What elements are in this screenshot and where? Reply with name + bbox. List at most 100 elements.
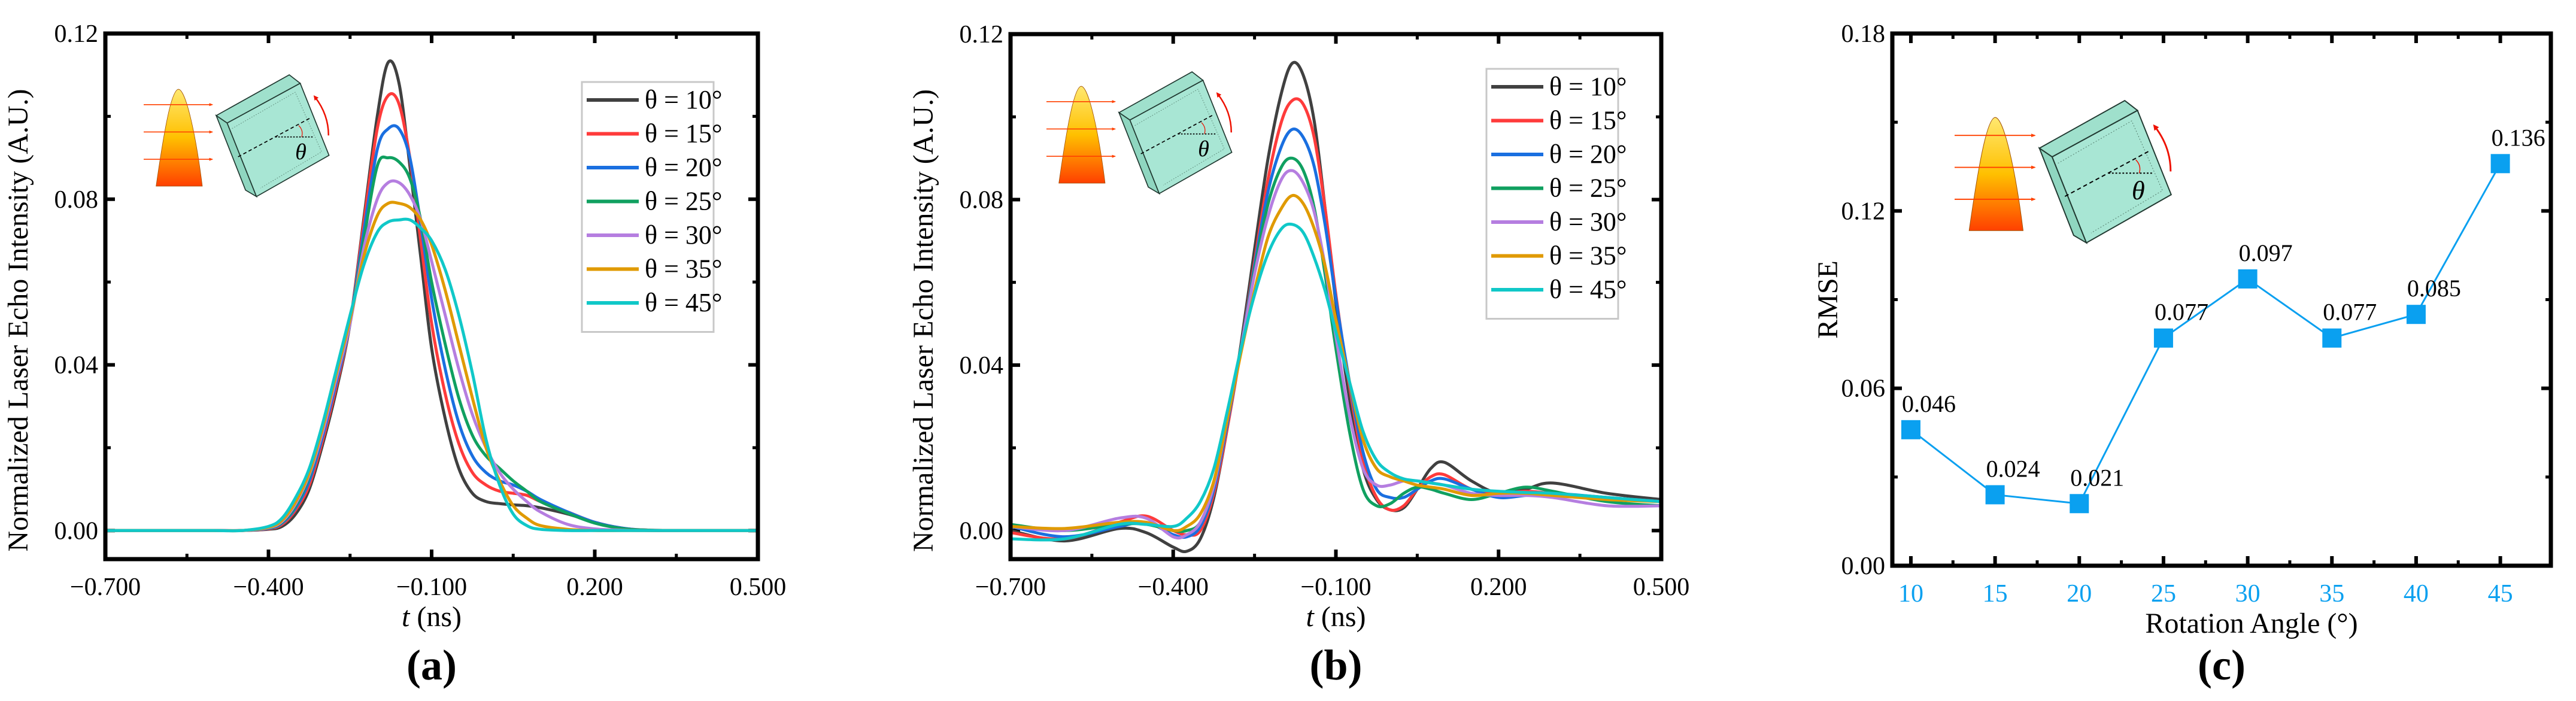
x-tick-label: −0.400 xyxy=(233,573,304,601)
rmse-marker xyxy=(1901,420,1920,439)
inset-diagram: θ xyxy=(144,74,330,198)
rotation-arrow-icon xyxy=(313,95,330,136)
legend-label: θ = 15° xyxy=(645,119,723,148)
x-tick-label: 0.500 xyxy=(1633,573,1690,601)
legend-label: θ = 35° xyxy=(645,254,723,284)
panel-label: (c) xyxy=(2198,641,2246,689)
y-tick-label: 0.00 xyxy=(54,517,99,545)
legend-label: θ = 20° xyxy=(1549,139,1627,169)
legend-label: θ = 10° xyxy=(645,85,723,114)
rmse-marker xyxy=(2490,154,2510,174)
x-tick-label: 20 xyxy=(2067,580,2092,608)
crystal-axis-line xyxy=(1140,114,1213,154)
x-tick-label: 35 xyxy=(2319,580,2344,608)
laser-beam-profile xyxy=(1968,117,2024,231)
y-tick-label: 0.12 xyxy=(960,21,1004,48)
y-axis-title: RMSE xyxy=(1812,260,1844,339)
crystal-front-face xyxy=(1129,79,1233,195)
panel-c: 10 15 20 25 30 35 40 45 0.00 0.06 0.12 0.18 0.046 0.0… xyxy=(1812,20,2553,689)
rmse-marker xyxy=(2238,269,2258,289)
legend-box xyxy=(581,81,715,333)
laser-beam-profile xyxy=(1058,86,1106,184)
angle-arc xyxy=(2135,159,2141,174)
x-axis-title-var: t xyxy=(402,601,411,633)
y-tick-label: 0.00 xyxy=(1841,553,1886,580)
rotation-arrow-icon xyxy=(1216,92,1233,133)
legend-box xyxy=(1485,68,1619,320)
legend-label: θ = 10° xyxy=(1549,72,1627,101)
x-tick-label: 40 xyxy=(2404,580,2429,608)
y-tick-label: 0.12 xyxy=(1841,198,1886,225)
x-axis-title-var: t xyxy=(1306,601,1315,633)
x-tick-label: −0.400 xyxy=(1138,573,1209,601)
data-label: 0.085 xyxy=(2407,275,2461,302)
series-line-4 xyxy=(1011,169,1661,540)
data-label: 0.077 xyxy=(2323,299,2377,326)
x-tick-label: 10 xyxy=(1898,580,1923,608)
data-label: 0.077 xyxy=(2155,299,2208,326)
data-label: 0.136 xyxy=(2492,124,2545,151)
theta-label: θ xyxy=(1198,136,1209,162)
legend-label: θ = 30° xyxy=(1549,207,1627,236)
legend-label: θ = 30° xyxy=(645,220,723,250)
data-label: 0.024 xyxy=(1986,455,2040,482)
y-tick-label: 0.06 xyxy=(1841,375,1886,403)
series-line-0 xyxy=(1011,60,1661,553)
series-line-2 xyxy=(1011,127,1661,539)
plot-frame xyxy=(1890,31,2553,568)
y-axis-title: Normalized Laser Echo Intensity (A.U.) xyxy=(2,89,34,551)
x-axis-title-unit: (ns) xyxy=(409,601,462,633)
rmse-line xyxy=(1910,163,2501,505)
inset-diagram: θ xyxy=(1046,71,1233,195)
rmse-marker xyxy=(2070,494,2089,514)
data-label: 0.046 xyxy=(1902,390,1956,417)
crystal-front-face xyxy=(2051,110,2173,244)
rmse-marker xyxy=(2406,305,2426,324)
x-tick-label: −0.100 xyxy=(1300,573,1371,601)
data-label: 0.097 xyxy=(2239,239,2293,266)
x-tick-label: 15 xyxy=(1983,580,2008,608)
legend-label: θ = 25° xyxy=(1549,174,1627,203)
y-axis-title: Normalized Laser Echo Intensity (A.U.) xyxy=(908,89,939,552)
legend-label: θ = 20° xyxy=(645,153,723,182)
x-tick-label: 45 xyxy=(2488,580,2513,608)
x-tick-label: 0.200 xyxy=(1470,573,1527,601)
x-tick-label: 30 xyxy=(2235,580,2261,608)
y-tick-label: 0.00 xyxy=(960,517,1004,545)
panel-label: (b) xyxy=(1310,641,1363,689)
x-tick-label: 0.200 xyxy=(566,573,623,601)
plot-frame xyxy=(1008,32,1664,562)
y-tick-label: 0.08 xyxy=(960,186,1004,214)
rmse-marker xyxy=(2322,328,2342,348)
theta-label: θ xyxy=(295,139,307,165)
angle-arc xyxy=(1201,122,1206,134)
x-axis-title: t (ns) xyxy=(1306,601,1366,633)
series-line-6 xyxy=(1011,222,1661,542)
crystal-axis-line xyxy=(2064,150,2150,197)
x-tick-label: −0.700 xyxy=(70,573,141,601)
inset-diagram: θ xyxy=(1955,99,2173,244)
x-axis-title-unit: (ns) xyxy=(1314,601,1366,633)
y-tick-label: 0.04 xyxy=(54,352,99,380)
x-tick-label: 0.500 xyxy=(730,573,787,601)
series-line-6 xyxy=(105,217,758,533)
x-tick-label: 25 xyxy=(2151,580,2176,608)
x-tick-label: −0.700 xyxy=(975,573,1046,601)
plot-frame xyxy=(103,31,760,562)
theta-label: θ xyxy=(2132,175,2145,205)
crystal-front-face xyxy=(226,82,330,198)
data-label: 0.021 xyxy=(2070,464,2124,491)
x-tick-label: −0.100 xyxy=(396,573,467,601)
rmse-marker xyxy=(1985,485,2005,505)
panel-a: −0.700 −0.400 −0.100 0.200 0.500 0.00 0.04 0.08… xyxy=(2,20,786,689)
series-line-5 xyxy=(1011,193,1661,533)
legend-label: θ = 45° xyxy=(1549,275,1627,304)
rmse-marker xyxy=(2153,328,2173,348)
y-tick-label: 0.18 xyxy=(1841,20,1886,48)
y-tick-label: 0.12 xyxy=(54,20,99,48)
legend-label: θ = 35° xyxy=(1549,241,1627,271)
legend-label: θ = 25° xyxy=(645,187,723,216)
laser-beam-profile xyxy=(156,89,203,187)
panel-label: (a) xyxy=(406,641,457,689)
